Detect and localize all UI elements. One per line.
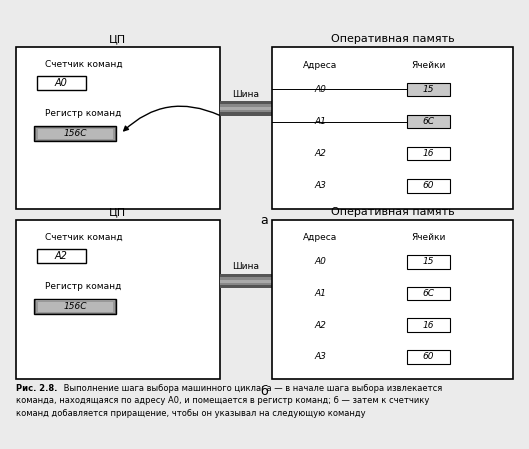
Text: Выполнение шага выбора машинного цикла: а — в начале шага выбора извлекается: Выполнение шага выбора машинного цикла: … [61, 384, 442, 393]
FancyBboxPatch shape [38, 302, 113, 312]
Text: 16: 16 [423, 149, 434, 158]
Text: A2: A2 [55, 251, 68, 261]
FancyBboxPatch shape [407, 179, 450, 193]
FancyBboxPatch shape [407, 318, 450, 332]
Text: Регистр команд: Регистр команд [45, 282, 121, 291]
Text: Счетчик команд: Счетчик команд [45, 233, 123, 242]
FancyBboxPatch shape [407, 255, 450, 269]
FancyBboxPatch shape [16, 47, 220, 209]
Text: ЦП: ЦП [109, 34, 126, 44]
Text: A0: A0 [55, 78, 68, 88]
Text: A0: A0 [314, 257, 326, 266]
FancyBboxPatch shape [36, 128, 115, 140]
Text: 60: 60 [423, 352, 434, 361]
Text: 6C: 6C [423, 117, 434, 126]
FancyBboxPatch shape [16, 220, 220, 379]
FancyBboxPatch shape [36, 300, 115, 313]
FancyBboxPatch shape [38, 129, 113, 139]
FancyBboxPatch shape [407, 83, 450, 96]
Text: Шина: Шина [232, 89, 260, 99]
Text: A2: A2 [314, 149, 326, 158]
Text: 15: 15 [423, 257, 434, 266]
Text: 60: 60 [423, 181, 434, 190]
FancyBboxPatch shape [272, 220, 513, 379]
FancyBboxPatch shape [220, 274, 272, 289]
FancyBboxPatch shape [407, 115, 450, 128]
Text: Адреса: Адреса [303, 233, 337, 242]
FancyBboxPatch shape [220, 277, 272, 285]
FancyBboxPatch shape [220, 101, 272, 116]
Text: 16: 16 [423, 321, 434, 330]
Text: A1: A1 [314, 117, 326, 126]
Text: A3: A3 [314, 352, 326, 361]
FancyBboxPatch shape [220, 105, 272, 112]
FancyBboxPatch shape [407, 287, 450, 300]
FancyBboxPatch shape [272, 47, 513, 209]
FancyBboxPatch shape [37, 249, 86, 263]
FancyBboxPatch shape [34, 126, 116, 141]
Text: A0: A0 [314, 85, 326, 94]
Text: Адреса: Адреса [303, 61, 337, 70]
FancyBboxPatch shape [220, 280, 272, 283]
Text: ЦП: ЦП [109, 207, 126, 217]
Text: б: б [261, 385, 268, 398]
Text: Ячейки: Ячейки [412, 233, 445, 242]
Text: 6C: 6C [423, 289, 434, 298]
Text: A3: A3 [314, 181, 326, 190]
Text: Счетчик команд: Счетчик команд [45, 60, 123, 69]
FancyBboxPatch shape [220, 107, 272, 110]
Text: Оперативная память: Оперативная память [331, 34, 454, 44]
Text: Шина: Шина [232, 262, 260, 271]
Text: Ячейки: Ячейки [412, 61, 445, 70]
FancyBboxPatch shape [407, 350, 450, 364]
FancyBboxPatch shape [34, 299, 116, 314]
Text: 156С: 156С [63, 302, 87, 311]
Text: Рис. 2.8.: Рис. 2.8. [16, 384, 57, 393]
FancyBboxPatch shape [407, 147, 450, 160]
Text: A1: A1 [314, 289, 326, 298]
Text: A2: A2 [314, 321, 326, 330]
FancyBboxPatch shape [37, 76, 86, 90]
Text: Регистр команд: Регистр команд [45, 109, 121, 118]
Text: 156С: 156С [63, 129, 87, 138]
Text: Оперативная память: Оперативная память [331, 207, 454, 217]
Text: а: а [261, 214, 268, 227]
Text: команда, находящаяся по адресу A0, и помещается в регистр команд; б — затем к сч: команда, находящаяся по адресу A0, и пом… [16, 396, 429, 405]
Text: 15: 15 [423, 85, 434, 94]
Text: команд добавляется приращение, чтобы он указывал на следующую команду: команд добавляется приращение, чтобы он … [16, 409, 366, 418]
